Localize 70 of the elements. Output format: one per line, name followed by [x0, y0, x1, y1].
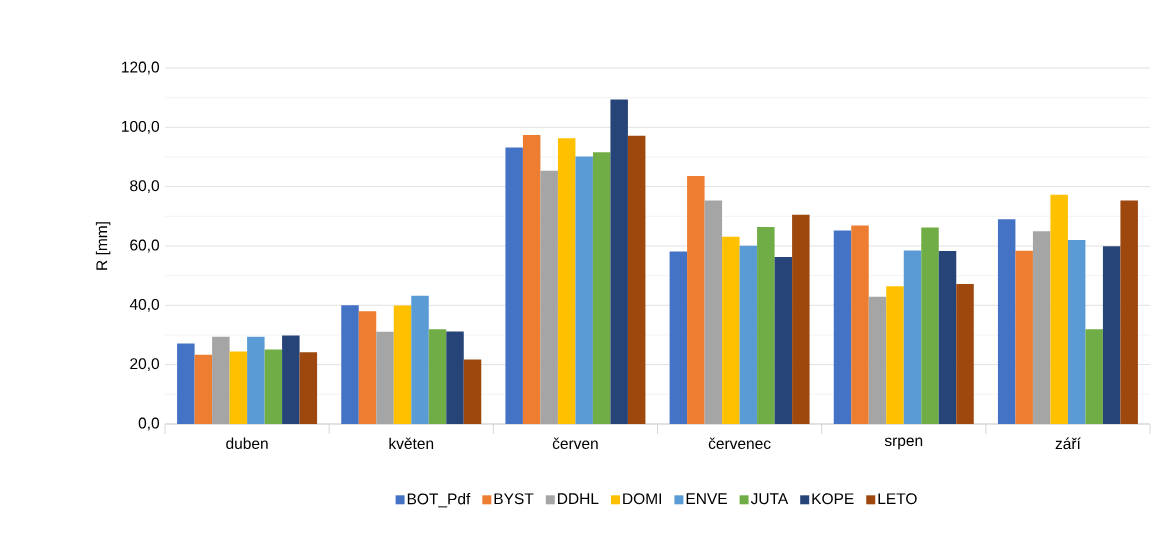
legend-label: DDHL: [558, 493, 599, 504]
bar: [264, 349, 283, 424]
bar: [669, 251, 688, 424]
bar: [610, 99, 628, 424]
bar: [722, 236, 740, 424]
legend-label: BYST: [494, 493, 534, 505]
bar: [1120, 200, 1138, 424]
bar: [212, 336, 230, 424]
bar: [592, 152, 611, 424]
bar: [938, 251, 957, 424]
bar: [299, 352, 318, 424]
x-tick-label: září: [1055, 437, 1081, 450]
bar: [282, 335, 300, 424]
bar: [833, 230, 852, 424]
bar: [774, 256, 793, 424]
bar: [1067, 240, 1086, 424]
legend-label: KOPE: [812, 493, 854, 505]
y-tick-label: 40,0: [129, 298, 160, 312]
bar: [1032, 231, 1051, 424]
bar: [757, 227, 775, 424]
bar: [247, 336, 265, 424]
x-tick-label: červenec: [708, 437, 771, 450]
bar: [1085, 329, 1103, 424]
y-tick-label: 60,0: [130, 239, 160, 253]
bar: [575, 156, 593, 424]
y-tick-label: 0,0: [138, 417, 160, 431]
bar: [704, 200, 723, 424]
bar: [627, 135, 646, 424]
bar: [921, 227, 939, 424]
bar: [1050, 194, 1068, 424]
bar: [687, 175, 705, 424]
legend-label: BOT_Pdf: [407, 493, 471, 508]
bar: [177, 343, 195, 424]
bar: [194, 354, 213, 424]
legend-label: JUTA: [750, 493, 789, 505]
bar: [540, 170, 558, 424]
y-tick-label: 80,0: [130, 180, 160, 194]
bar: [428, 329, 447, 424]
bar: [376, 331, 394, 424]
legend-label: ENVE: [686, 493, 727, 504]
y-axis-title: R [mm]: [95, 222, 111, 270]
bar: [522, 135, 541, 424]
bar: [393, 305, 412, 424]
bar: [739, 245, 758, 424]
y-tick-label: 100,0: [122, 120, 160, 134]
bar: [1102, 246, 1121, 424]
x-tick-label: duben: [226, 437, 268, 449]
bar: [1015, 250, 1033, 424]
bar: [358, 311, 377, 424]
bar: [903, 250, 922, 424]
legend-label: LETO: [878, 493, 917, 505]
x-tick-label: červen: [552, 437, 598, 450]
x-tick-label: květen: [389, 437, 434, 450]
bar: [792, 214, 810, 424]
bar: [505, 147, 523, 424]
bar: [868, 296, 887, 424]
y-tick-label: 20,0: [130, 358, 160, 372]
bar: [851, 225, 869, 424]
bar: [463, 359, 482, 424]
bar: [229, 351, 248, 424]
bar: [446, 331, 464, 424]
legend-label: DOMI: [623, 493, 661, 505]
bar: [886, 286, 904, 424]
bar: [997, 219, 1016, 424]
x-tick-label: srpen: [884, 437, 923, 450]
bar: [411, 295, 429, 424]
bar: [956, 283, 974, 424]
bar: [557, 138, 576, 424]
bar: [341, 305, 359, 424]
y-tick-label: 120,0: [122, 61, 160, 75]
